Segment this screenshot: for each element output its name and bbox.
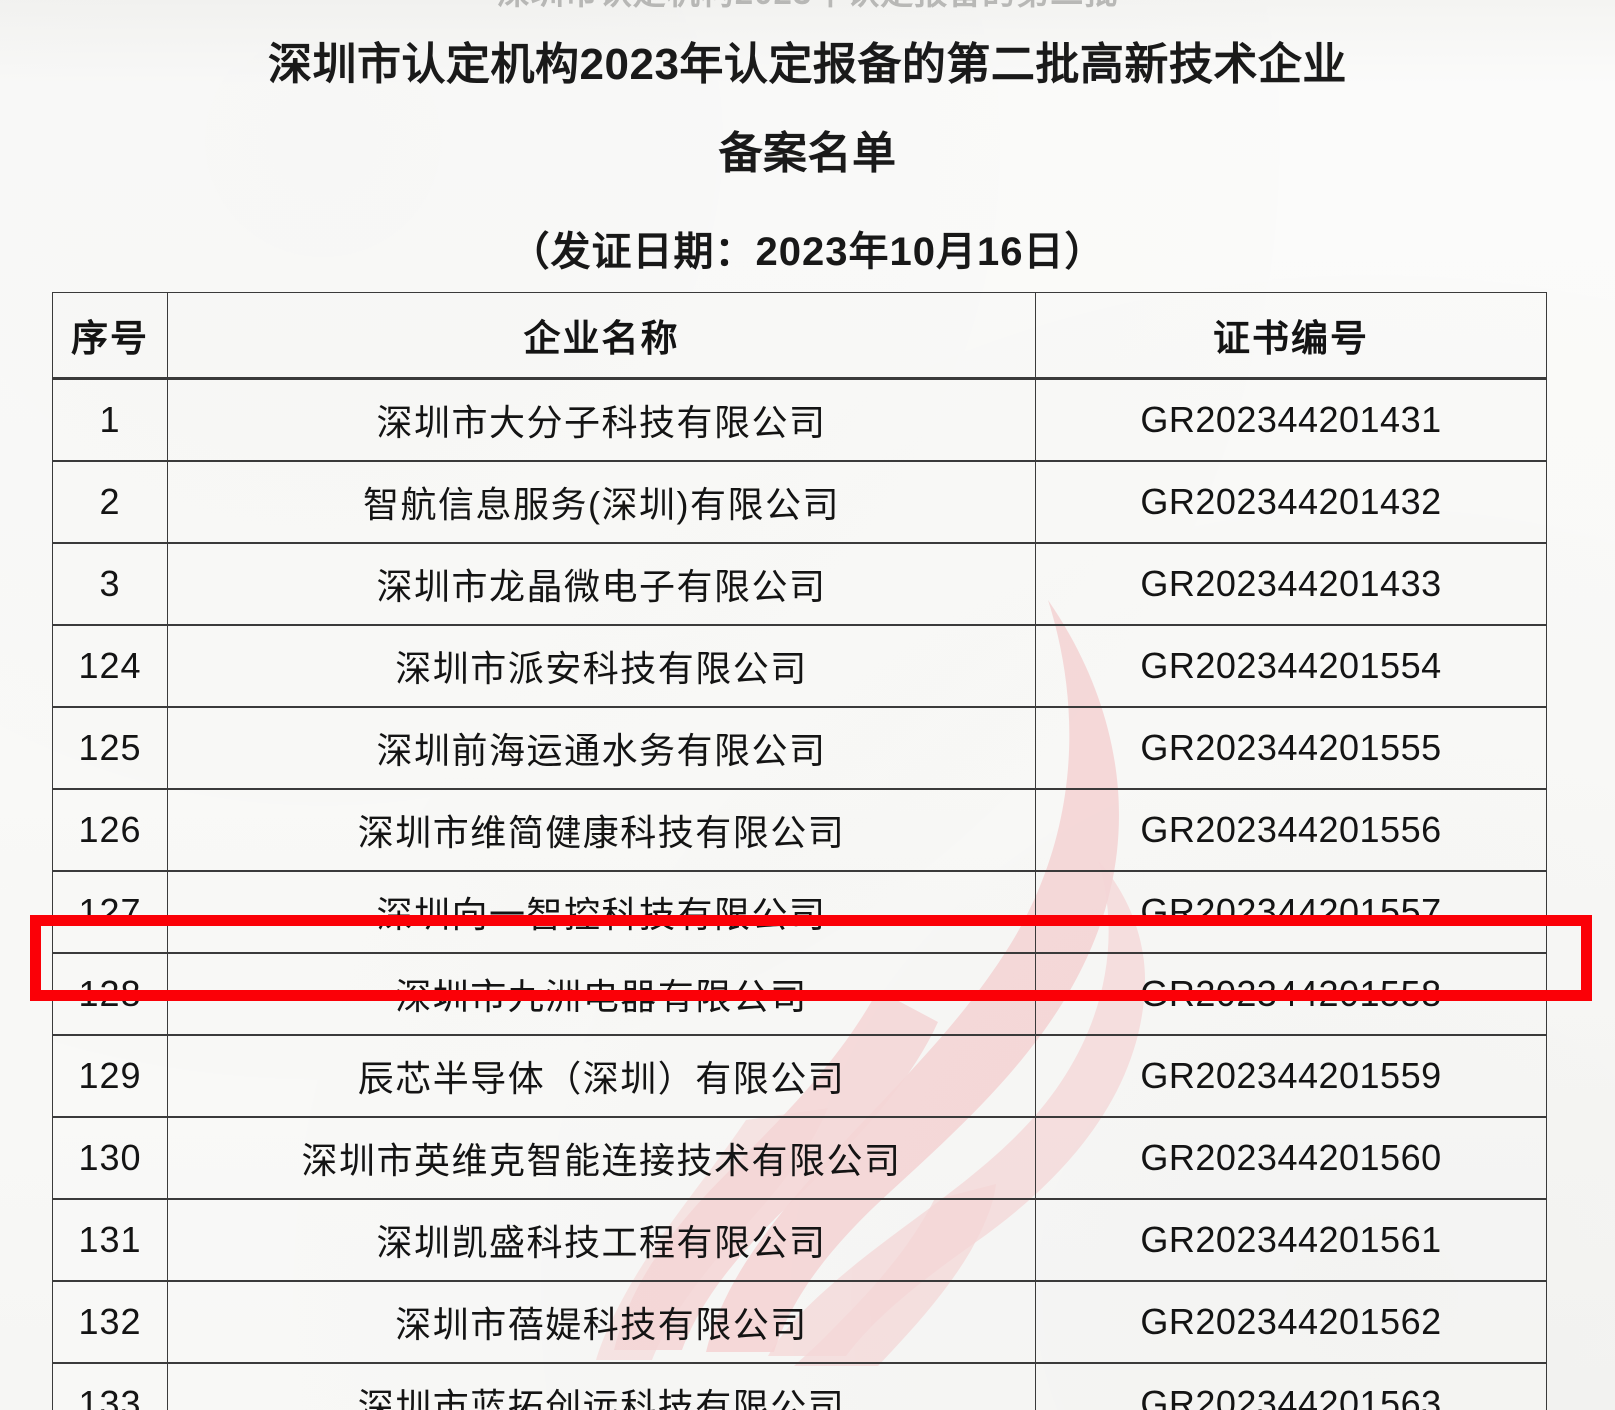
cell-seq: 129 (52, 1034, 168, 1118)
column-header-cert: 证书编号 (1035, 292, 1547, 380)
cell-company-name: 深圳市蓓媞科技有限公司 (167, 1280, 1036, 1364)
table-row: 126 深圳市维简健康科技有限公司 GR202344201556 (52, 788, 1547, 872)
cell-company-name: 深圳市派安科技有限公司 (167, 624, 1036, 708)
issue-date-line: （发证日期：2023年10月16日） (509, 230, 1106, 274)
cell-certificate-number: GR202344201561 (1035, 1198, 1547, 1282)
cell-seq: 133 (52, 1362, 168, 1410)
table-row: 129 辰芯半导体（深圳）有限公司 GR202344201559 (52, 1034, 1547, 1118)
cell-certificate-number: GR202344201558 (1035, 952, 1547, 1036)
page-title-line-2: 备案名单 (718, 129, 897, 178)
cell-company-name: 深圳向一智控科技有限公司 (167, 870, 1036, 954)
column-header-seq: 序号 (52, 292, 168, 380)
cell-seq: 130 (52, 1116, 168, 1200)
cut-off-heading-text: 深圳市认定机构2023年认定报备的第二批 (0, 0, 1615, 8)
table-row: 133 深圳市蓝拓创远科技有限公司 GR202344201563 (52, 1362, 1547, 1410)
cell-seq: 128 (52, 952, 168, 1036)
table-row: 125 深圳前海运通水务有限公司 GR202344201555 (52, 706, 1547, 790)
cell-seq: 125 (52, 706, 168, 790)
cell-company-name: 深圳市蓝拓创远科技有限公司 (167, 1362, 1036, 1410)
table-row: 1 深圳市大分子科技有限公司 GR202344201431 (52, 378, 1547, 462)
cell-seq: 2 (52, 460, 168, 544)
cell-company-name: 深圳凯盛科技工程有限公司 (167, 1198, 1036, 1282)
cell-company-name: 深圳市维简健康科技有限公司 (167, 788, 1036, 872)
cell-certificate-number: GR202344201560 (1035, 1116, 1547, 1200)
cell-certificate-number: GR202344201557 (1035, 870, 1547, 954)
cell-certificate-number: GR202344201433 (1035, 542, 1547, 626)
cell-company-name: 深圳市大分子科技有限公司 (167, 378, 1036, 462)
cell-seq: 126 (52, 788, 168, 872)
table-row: 127 深圳向一智控科技有限公司 GR202344201557 (52, 870, 1547, 954)
cell-company-name: 智航信息服务(深圳)有限公司 (167, 460, 1036, 544)
cell-seq: 131 (52, 1198, 168, 1282)
column-header-name: 企业名称 (167, 292, 1036, 380)
table-row: 3 深圳市龙晶微电子有限公司 GR202344201433 (52, 542, 1547, 626)
cell-seq: 3 (52, 542, 168, 626)
cell-company-name: 深圳市英维克智能连接技术有限公司 (167, 1116, 1036, 1200)
table-row: 130 深圳市英维克智能连接技术有限公司 GR202344201560 (52, 1116, 1547, 1200)
page-title-line-1: 深圳市认定机构2023年认定报备的第二批高新技术企业 (268, 40, 1347, 89)
cell-certificate-number: GR202344201555 (1035, 706, 1547, 790)
cell-certificate-number: GR202344201556 (1035, 788, 1547, 872)
cell-company-name: 深圳前海运通水务有限公司 (167, 706, 1036, 790)
cell-seq: 124 (52, 624, 168, 708)
certificate-table: 序号 企业名称 证书编号 1 深圳市大分子科技有限公司 GR202344201431… (52, 292, 1547, 1410)
cell-certificate-number: GR202344201431 (1035, 378, 1547, 462)
cell-seq: 1 (52, 378, 168, 462)
table-header-row: 序号 企业名称 证书编号 (52, 292, 1547, 380)
cell-certificate-number: GR202344201563 (1035, 1362, 1547, 1410)
cell-seq: 132 (52, 1280, 168, 1364)
cell-certificate-number: GR202344201554 (1035, 624, 1547, 708)
cell-seq: 127 (52, 870, 168, 954)
cell-company-name: 深圳市九洲电器有限公司 (167, 952, 1036, 1036)
table-body: 1 深圳市大分子科技有限公司 GR202344201431 2 智航信息服务(深圳)有限… (52, 378, 1547, 1410)
table-row: 131 深圳凯盛科技工程有限公司 GR202344201561 (52, 1198, 1547, 1282)
table-row: 2 智航信息服务(深圳)有限公司 GR202344201432 (52, 460, 1547, 544)
table-row-highlighted: 128 深圳市九洲电器有限公司 GR202344201558 (52, 952, 1547, 1036)
cell-company-name: 辰芯半导体（深圳）有限公司 (167, 1034, 1036, 1118)
cell-company-name: 深圳市龙晶微电子有限公司 (167, 542, 1036, 626)
table-row: 132 深圳市蓓媞科技有限公司 GR202344201562 (52, 1280, 1547, 1364)
cell-certificate-number: GR202344201432 (1035, 460, 1547, 544)
cell-certificate-number: GR202344201562 (1035, 1280, 1547, 1364)
cell-certificate-number: GR202344201559 (1035, 1034, 1547, 1118)
table-row: 124 深圳市派安科技有限公司 GR202344201554 (52, 624, 1547, 708)
